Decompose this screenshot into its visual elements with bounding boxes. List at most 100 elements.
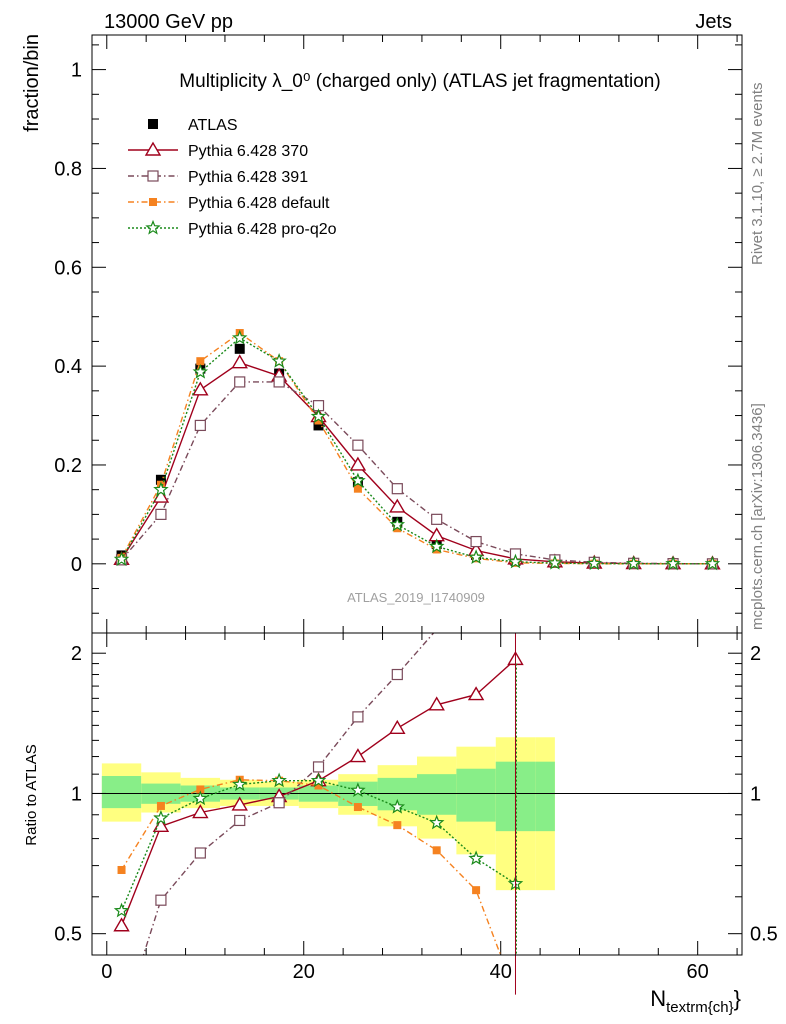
x-tick-label: 40 (490, 961, 512, 983)
ratio-data-point (113, 902, 130, 918)
ratio-data-point (389, 719, 406, 734)
data-point (113, 551, 130, 566)
uncertainty-band-inner (417, 774, 457, 815)
data-point (353, 484, 362, 493)
ratio-data-point (234, 814, 246, 827)
analysis-watermark: ATLAS_2019_I1740909 (347, 590, 485, 605)
ratio-series-line (120, 779, 502, 955)
series-3 (117, 329, 717, 568)
x-tick-label: 60 (687, 961, 709, 983)
data-point (468, 549, 484, 564)
ratio-data-point (155, 894, 167, 906)
ratio-y-tick-label-right: 0.5 (750, 924, 778, 946)
ratio-series-3 (113, 772, 524, 918)
ratio-data-point (113, 917, 130, 932)
legend-marker (149, 198, 157, 206)
ratio-data-point (393, 821, 402, 830)
uncertainty-band-inner (101, 776, 142, 809)
legend-marker (147, 170, 159, 182)
ratio-data-point (312, 761, 325, 773)
data-point (352, 439, 364, 451)
ratio-plot-frame (91, 632, 743, 956)
main-y-tick-label: 1 (71, 60, 82, 82)
ratio-data-point (389, 798, 406, 814)
ratio-y-tick-label: 1 (71, 783, 82, 805)
ratio-data-point (428, 696, 445, 711)
data-point (428, 538, 445, 554)
ratio-y-tick-label-right: 1 (750, 783, 761, 805)
data-point (231, 329, 248, 345)
chart-title: Multiplicity λ_0⁰ (charged only) (ATLAS … (179, 71, 660, 92)
main-plot: fraction/bin Multiplicity λ_0⁰ (charged … (21, 34, 743, 634)
data-point (586, 555, 603, 571)
uncertainty-band-inner (535, 761, 555, 832)
ratio-data-point (310, 772, 327, 788)
x-axis-label: Ntextrm{ch}} (650, 986, 741, 1016)
main-y-tick-label: 0 (71, 554, 82, 576)
uncertainty-band-inner (456, 768, 496, 822)
ratio-data-point (352, 711, 364, 723)
data-point (665, 555, 681, 571)
series-0 (116, 343, 718, 569)
legend-label: Pythia 6.428 391 (188, 169, 308, 186)
main-y-tick-label: 0.2 (54, 455, 82, 477)
ratio-data-point (468, 850, 484, 866)
ratio-data-point (353, 803, 362, 812)
ratio-data-point (192, 804, 209, 819)
data-point (470, 535, 482, 548)
energy-label: 13000 GeV pp (104, 11, 233, 33)
ratio-y-tick-label: 0.5 (54, 924, 82, 946)
series-line (120, 361, 713, 565)
ratio-data-point (153, 810, 169, 825)
data-point (314, 416, 323, 425)
data-point (196, 357, 205, 366)
legend-label: ATLAS (188, 117, 238, 134)
data-point (431, 513, 443, 525)
ratio-data-point (192, 790, 209, 806)
series-line (120, 332, 713, 565)
ratio-data-point (273, 797, 285, 809)
ratio-data-point (350, 782, 366, 798)
series-1 (113, 354, 721, 570)
ratio-data-point (428, 814, 445, 830)
data-point (391, 483, 403, 495)
legend: ATLAS Pythia 6.428 370 Pythia 6.428 391 Pyt… (128, 117, 337, 238)
data-point (350, 472, 366, 488)
series-2 (115, 376, 719, 570)
ratio-data-point (156, 801, 165, 810)
data-point (625, 555, 642, 571)
ratio-y-tick-label-right: 2 (750, 643, 761, 665)
mcplots-label: mcplots.cern.ch [arXiv:1306.3436] (749, 403, 766, 630)
series-line (120, 381, 713, 565)
data-point (507, 553, 524, 569)
main-y-tick-label: 0.4 (54, 356, 82, 378)
main-y-axis-label: fraction/bin (21, 34, 43, 132)
legend-marker (144, 141, 162, 156)
series-line (120, 337, 713, 565)
ratio-data-point (231, 776, 248, 792)
data-point (310, 408, 327, 424)
ratio-data-point (432, 846, 441, 855)
x-tick-label: 0 (101, 961, 112, 983)
main-y-tick-label: 0.6 (54, 257, 82, 279)
process-label: Jets (695, 11, 732, 33)
ratio-data-point (349, 748, 367, 763)
data-point (194, 419, 206, 432)
legend-label: Pythia 6.428 370 (188, 143, 308, 160)
data-point (155, 508, 167, 520)
ratio-data-point (231, 796, 248, 811)
data-point (231, 354, 248, 369)
ratio-data-point (391, 668, 403, 681)
legend-label: Pythia 6.428 pro-q2o (188, 221, 337, 238)
ratio-data-point (467, 686, 485, 701)
ratio-data-point (472, 886, 481, 895)
legend-label: Pythia 6.428 default (188, 195, 330, 212)
ratio-series-1 (142, 633, 435, 955)
ratio-y-tick-label: 2 (71, 643, 82, 665)
data-point (155, 474, 166, 485)
data-point (271, 353, 287, 368)
data-point (192, 363, 209, 379)
data-point (349, 456, 367, 471)
data-point (234, 376, 246, 388)
